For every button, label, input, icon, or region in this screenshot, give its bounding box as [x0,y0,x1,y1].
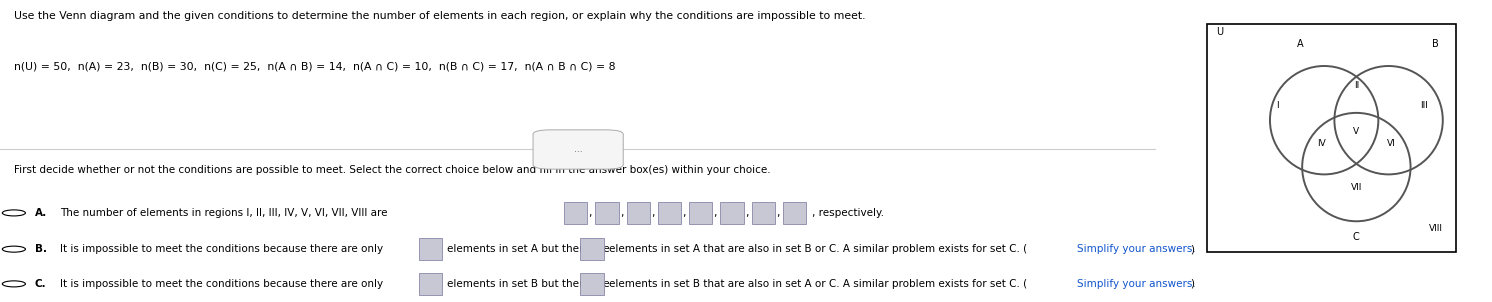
Text: VII: VII [1350,183,1362,192]
FancyBboxPatch shape [419,238,442,260]
FancyBboxPatch shape [752,202,774,224]
Text: ): ) [1189,244,1194,254]
Text: elements in set A but there are: elements in set A but there are [448,244,610,254]
Text: Simplify your answers.: Simplify your answers. [1077,244,1195,254]
Text: ,: , [713,208,716,218]
Text: VI: VI [1388,139,1397,148]
Text: ,: , [619,208,624,218]
Text: It is impossible to meet the conditions because there are only: It is impossible to meet the conditions … [60,279,383,289]
Text: n(U) = 50,  n(A) = 23,  n(B) = 30,  n(C) = 25,  n(A ∩ B) = 14,  n(A ∩ C) = 10,  : n(U) = 50, n(A) = 23, n(B) = 30, n(C) = … [13,62,615,72]
FancyBboxPatch shape [689,202,712,224]
Text: Use the Venn diagram and the given conditions to determine the number of element: Use the Venn diagram and the given condi… [13,11,865,21]
Text: It is impossible to meet the conditions because there are only: It is impossible to meet the conditions … [60,244,383,254]
Text: VIII: VIII [1428,224,1443,233]
Text: V: V [1353,127,1359,137]
Text: ...: ... [574,145,582,154]
Text: ,: , [745,208,747,218]
Text: IV: IV [1317,139,1325,148]
FancyBboxPatch shape [627,202,651,224]
Text: A.: A. [34,208,46,218]
Text: ,: , [682,208,686,218]
FancyBboxPatch shape [595,202,619,224]
Text: ,: , [651,208,655,218]
Text: C.: C. [34,279,46,289]
Text: U: U [1216,27,1223,37]
Text: The number of elements in regions I, II, III, IV, V, VI, VII, VIII are: The number of elements in regions I, II,… [60,208,388,218]
FancyBboxPatch shape [533,130,624,169]
Text: , respectively.: , respectively. [812,208,883,218]
FancyBboxPatch shape [580,238,604,260]
FancyBboxPatch shape [783,202,806,224]
FancyBboxPatch shape [658,202,680,224]
Text: III: III [1420,101,1428,110]
Text: First decide whether or not the conditions are possible to meet. Select the corr: First decide whether or not the conditio… [13,165,770,175]
Text: B.: B. [34,244,46,254]
Text: elements in set B but there are: elements in set B but there are [448,279,610,289]
Text: elements in set B that are also in set A or C. A similar problem exists for set : elements in set B that are also in set A… [609,279,1028,289]
Text: I: I [1276,101,1279,110]
Text: C: C [1353,232,1359,243]
Text: ,: , [589,208,592,218]
Text: ,: , [776,208,779,218]
Bar [1207,24,1456,252]
FancyBboxPatch shape [564,202,588,224]
Text: elements in set A that are also in set B or C. A similar problem exists for set : elements in set A that are also in set B… [609,244,1028,254]
Text: A: A [1298,39,1304,49]
FancyBboxPatch shape [721,202,743,224]
Text: ): ) [1189,279,1194,289]
Text: Simplify your answers.: Simplify your answers. [1077,279,1195,289]
FancyBboxPatch shape [419,272,442,295]
Text: II: II [1353,81,1359,90]
Text: B: B [1432,39,1438,49]
FancyBboxPatch shape [580,272,604,295]
